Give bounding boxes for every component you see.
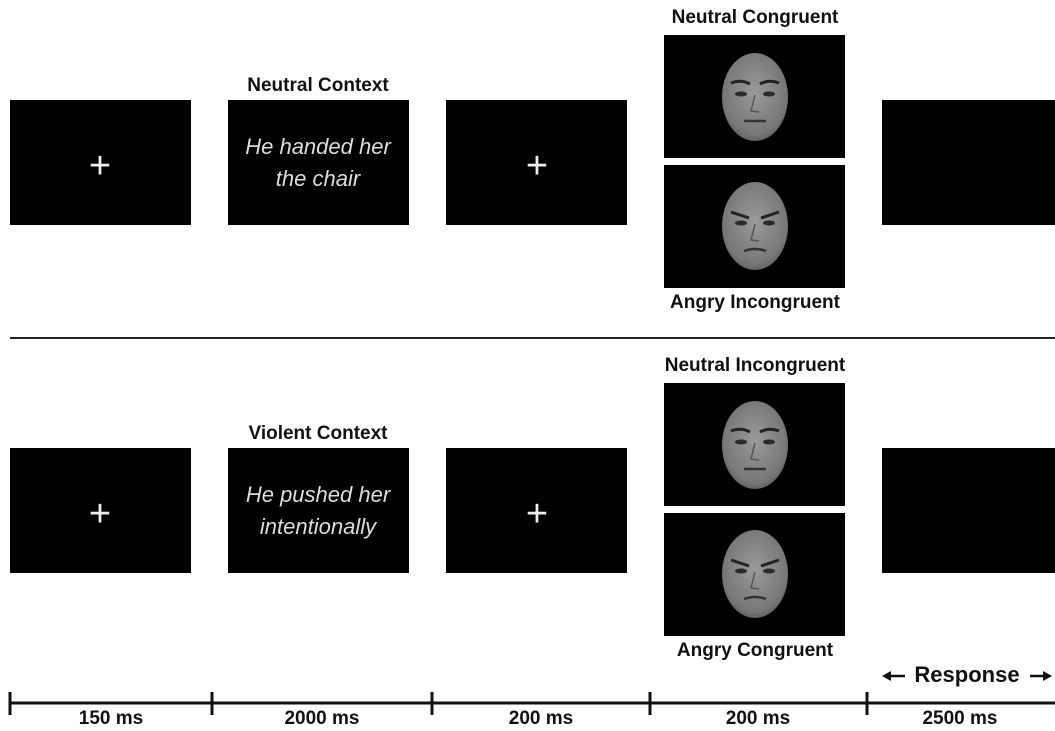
sentence-line: intentionally [260,514,378,539]
eye [735,221,747,226]
eye [735,92,747,97]
eye [763,221,775,226]
fixation-cross: + [526,493,548,535]
sentence-line: He pushed her [246,482,392,507]
stimulus-screen [882,100,1055,225]
angry-face [722,530,788,618]
face-label: Neutral Incongruent [665,355,846,376]
angry-face [722,182,788,270]
duration-label: 150 ms [79,708,143,729]
duration-label: 200 ms [509,708,573,729]
face-label: Angry Congruent [677,640,834,661]
duration-label: 2000 ms [284,708,359,729]
neutral-face [722,53,788,141]
context-label: Neutral Context [247,75,389,96]
fixation-cross: + [89,493,111,535]
stimulus-screen [228,448,409,573]
duration-label: 2500 ms [922,708,997,729]
page: Response + Neutral Context He handed her th… [0,0,1055,731]
duration-label: 200 ms [726,708,790,729]
trial-diagram: Response + Neutral Context He handed her th… [0,0,1055,731]
fixation-cross: + [526,145,548,187]
eye [735,440,747,445]
face-label: Neutral Congruent [672,7,839,28]
context-label: Violent Context [249,423,389,444]
eye [763,92,775,97]
sentence-line: the chair [276,166,362,191]
neutral-face [722,401,788,489]
fixation-cross: + [89,145,111,187]
stimulus-screen [882,448,1055,573]
stimulus-screen [228,100,409,225]
sentence-line: He handed her [245,134,392,159]
eye [735,569,747,574]
eye [763,569,775,574]
response-label: Response [914,662,1019,687]
face-label: Angry Incongruent [670,292,841,313]
eye [763,440,775,445]
